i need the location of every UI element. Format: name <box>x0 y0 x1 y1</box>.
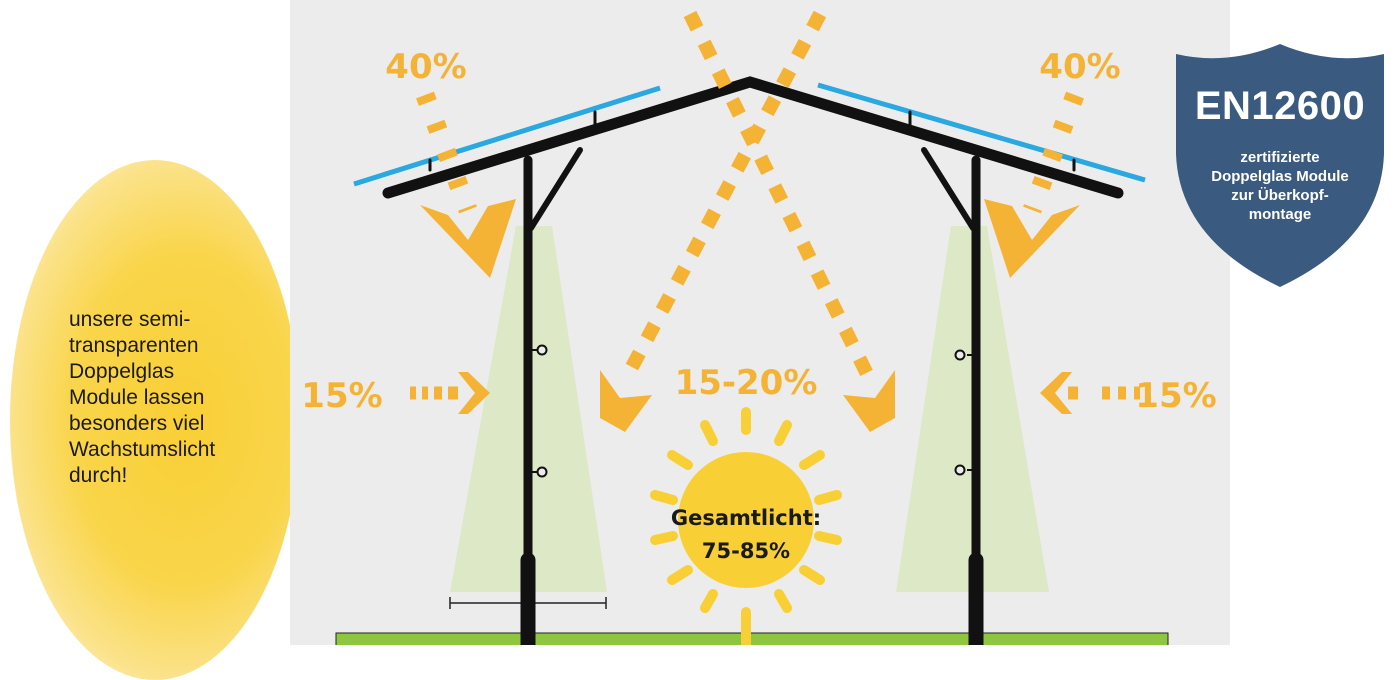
label-side-right-percent: 15% <box>1135 376 1216 416</box>
badge-title: EN12600 <box>1194 84 1366 128</box>
description-line-5: besonders viel <box>69 412 205 435</box>
label-side-left-percent: 15% <box>301 376 382 416</box>
ray-center-a <box>683 10 877 384</box>
arrow-roof-right <box>984 199 1080 278</box>
arrowheads <box>420 199 1080 432</box>
description-text: unsere semi- transparenten Doppelglas Mo… <box>69 307 279 489</box>
grass-strip <box>335 632 1169 645</box>
ray-roof-left <box>416 91 477 214</box>
carport-light-diagram: 40% 40% 15% 15% 15-20% Gesamtlicht: 75-8… <box>290 0 1230 645</box>
ray-center-b <box>618 10 827 384</box>
certification-badge: EN12600 zertifizierte Doppelglas Module … <box>1176 44 1384 287</box>
label-center-percent: 15-20% <box>675 363 818 403</box>
arrow-center-right <box>843 370 895 432</box>
sun-glow-background <box>10 160 300 680</box>
badge-subtitle-line-2: Doppelglas Module <box>1211 168 1349 185</box>
carport-frame <box>382 76 1124 645</box>
sun-icon <box>650 407 842 645</box>
label-roof-right-percent: 40% <box>1039 47 1120 87</box>
description-line-6: Wachstumslicht <box>69 438 216 461</box>
badge-subtitle-line-3: zur Überkopf- <box>1231 187 1329 204</box>
arrow-center-left <box>600 370 652 432</box>
description-line-2: transparenten <box>69 334 199 357</box>
shield-icon <box>1176 44 1384 287</box>
description-line-1: unsere semi- <box>69 308 191 331</box>
description-line-7: durch! <box>69 464 128 487</box>
description-line-4: Module lassen <box>69 386 205 409</box>
arrow-side-right <box>1040 372 1072 414</box>
label-roof-left-percent: 40% <box>385 47 466 87</box>
solar-panel-left <box>353 85 661 187</box>
post-hooks <box>532 344 972 478</box>
badge-subtitle: zertifizierte Doppelglas Module zur Über… <box>1176 148 1384 224</box>
badge-subtitle-line-4: montage <box>1248 206 1312 223</box>
label-total-value: 75-85% <box>702 539 790 563</box>
arrow-roof-left <box>420 199 516 278</box>
badge-subtitle-line-1: zertifizierte <box>1240 149 1320 166</box>
solar-panel-right <box>817 82 1146 183</box>
description-line-3: Doppelglas <box>69 360 175 383</box>
label-total-light: Gesamtlicht: <box>671 506 821 530</box>
arrow-side-left <box>458 372 490 414</box>
light-rays <box>410 10 1140 400</box>
ray-roof-right <box>1023 91 1084 214</box>
